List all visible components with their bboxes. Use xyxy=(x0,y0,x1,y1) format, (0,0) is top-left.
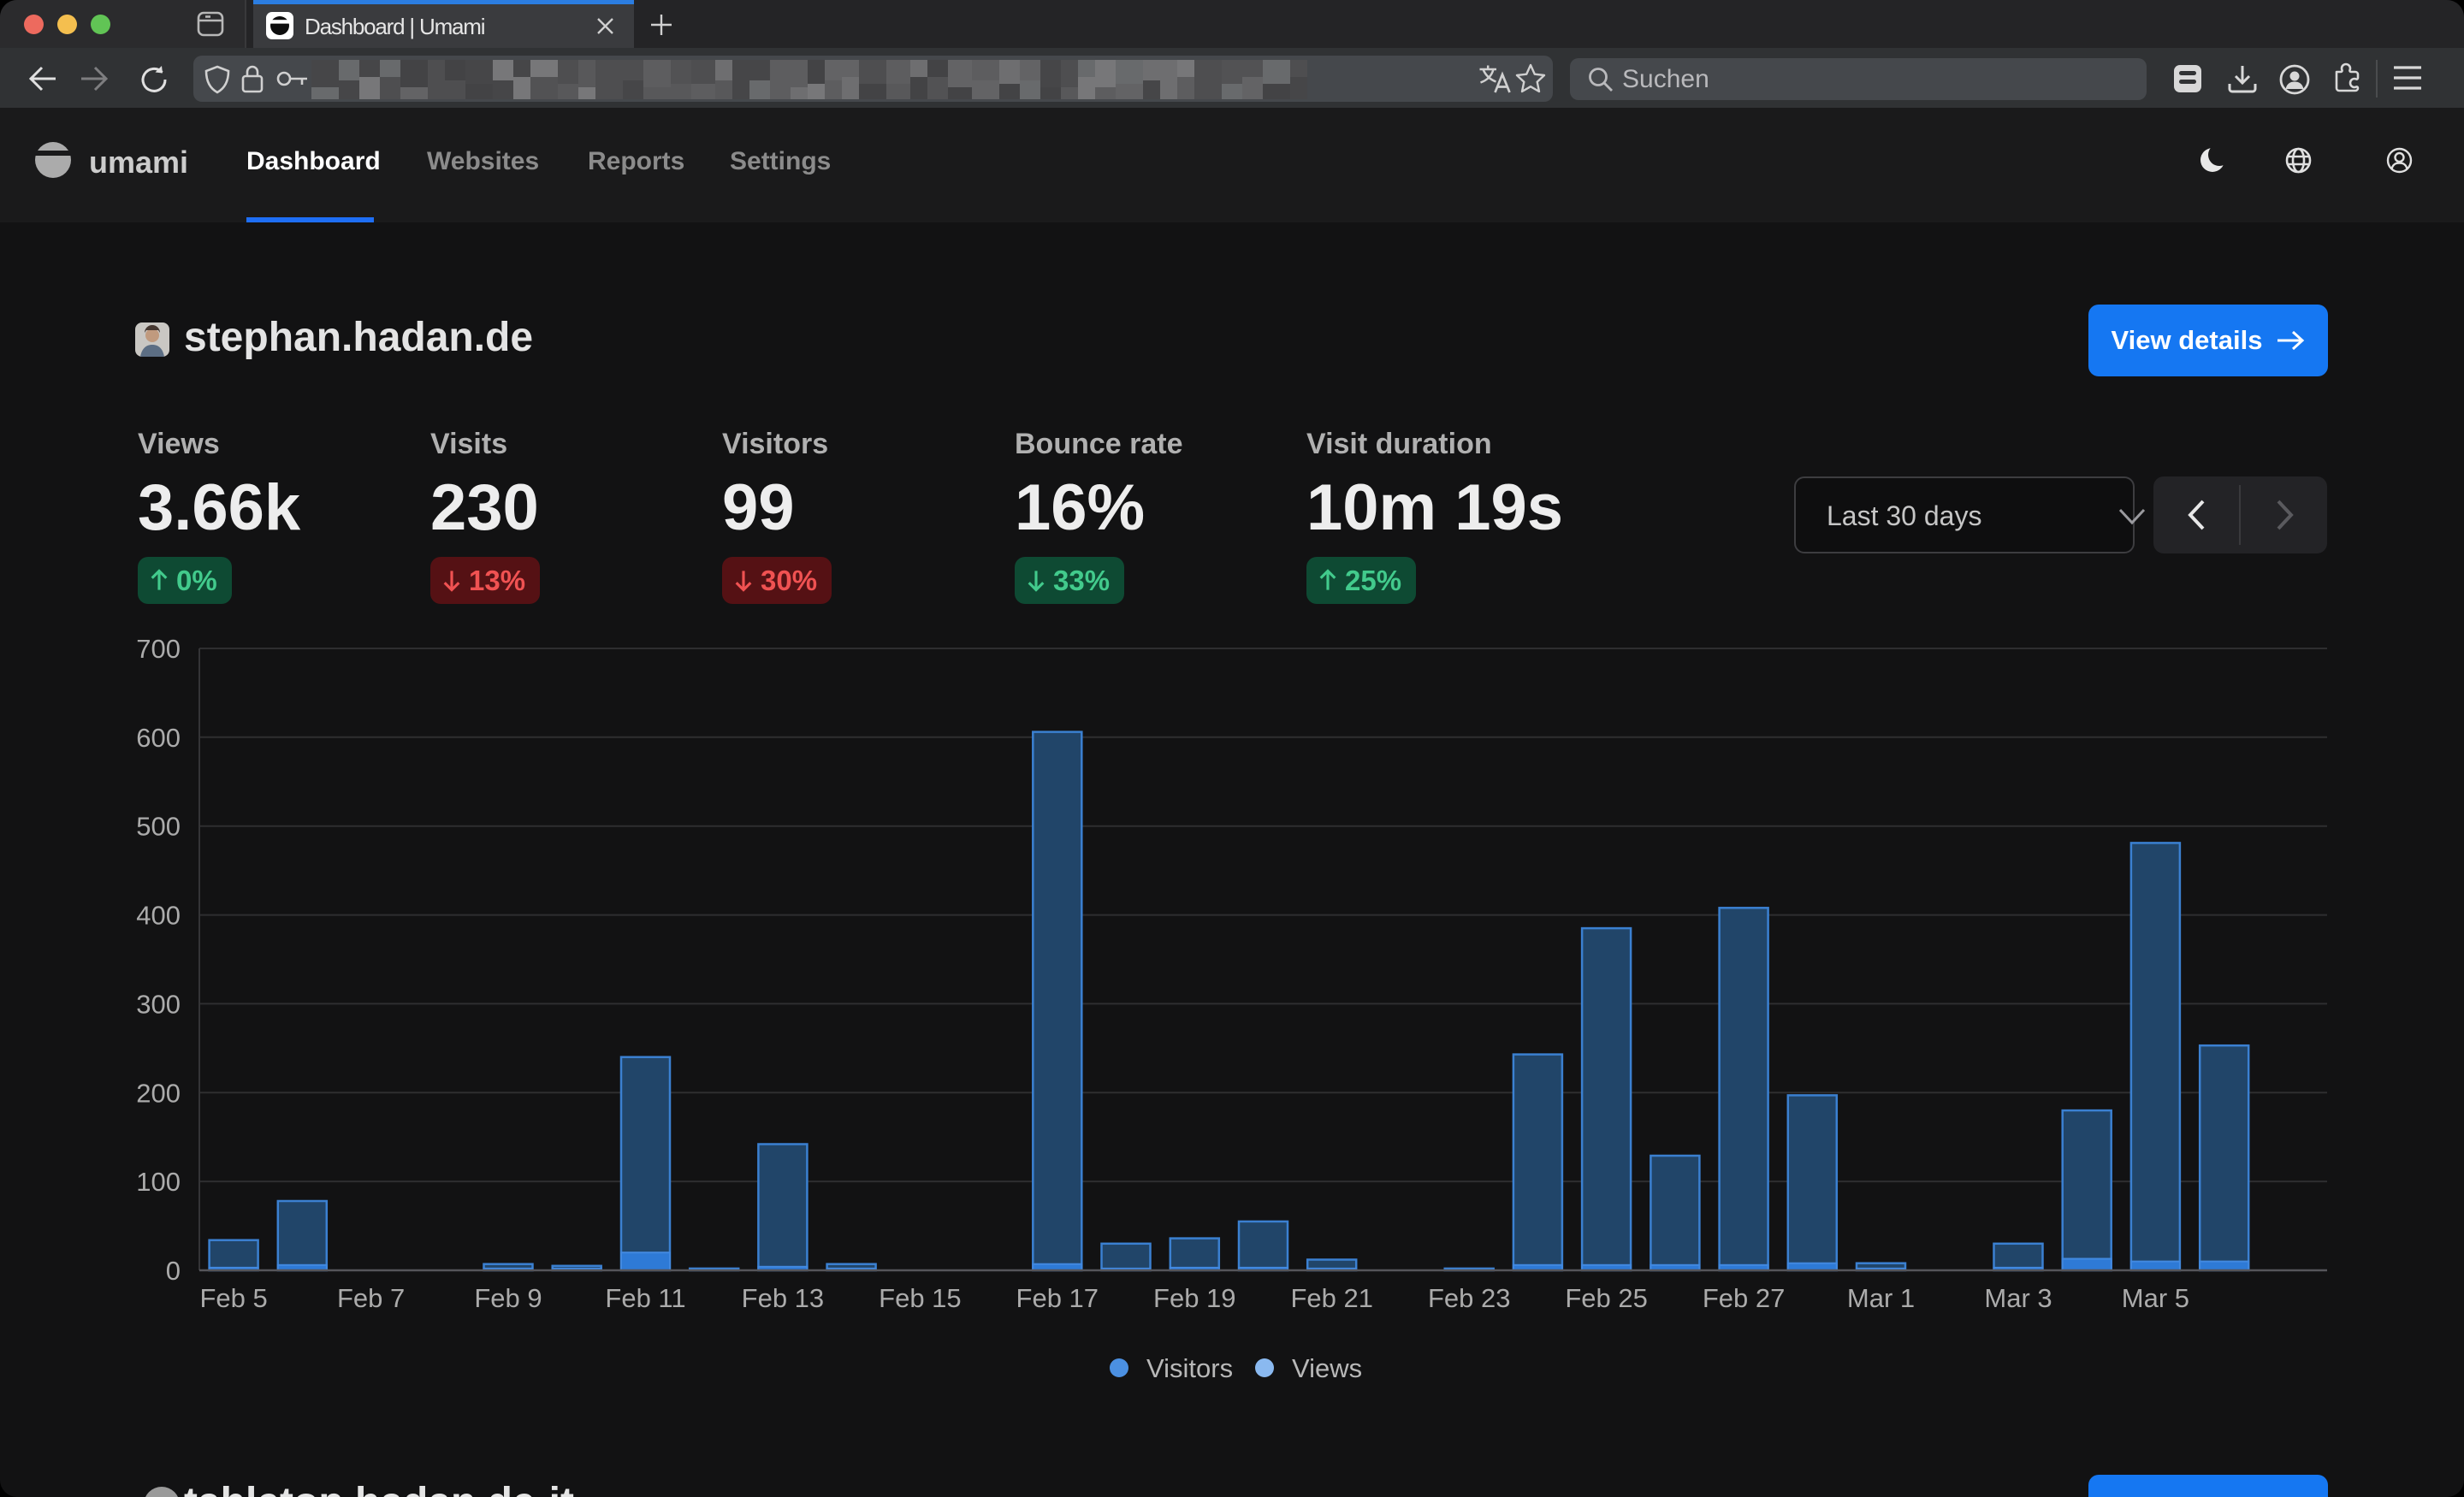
svg-text:Feb 13: Feb 13 xyxy=(742,1283,825,1313)
svg-text:Feb 9: Feb 9 xyxy=(474,1283,542,1313)
svg-text:Feb 27: Feb 27 xyxy=(1703,1283,1786,1313)
svg-text:Feb 11: Feb 11 xyxy=(605,1283,685,1313)
svg-text:500: 500 xyxy=(136,812,181,842)
svg-text:Mar 1: Mar 1 xyxy=(1847,1283,1915,1313)
svg-text:Feb 17: Feb 17 xyxy=(1016,1283,1099,1313)
svg-text:Feb 5: Feb 5 xyxy=(199,1283,267,1313)
svg-text:700: 700 xyxy=(136,634,181,664)
svg-text:Feb 23: Feb 23 xyxy=(1428,1283,1511,1313)
svg-text:Views: Views xyxy=(1292,1353,1362,1383)
svg-text:0: 0 xyxy=(166,1256,181,1286)
svg-text:Feb 7: Feb 7 xyxy=(337,1283,405,1313)
svg-text:100: 100 xyxy=(136,1167,181,1197)
svg-text:Mar 3: Mar 3 xyxy=(1984,1283,2052,1313)
svg-text:300: 300 xyxy=(136,989,181,1019)
svg-text:200: 200 xyxy=(136,1078,181,1108)
svg-text:Feb 19: Feb 19 xyxy=(1153,1283,1236,1313)
svg-text:Feb 25: Feb 25 xyxy=(1565,1283,1648,1313)
svg-text:Visitors: Visitors xyxy=(1146,1353,1233,1383)
svg-text:600: 600 xyxy=(136,723,181,753)
svg-text:Mar 5: Mar 5 xyxy=(2122,1283,2189,1313)
svg-text:400: 400 xyxy=(136,901,181,931)
svg-text:Feb 21: Feb 21 xyxy=(1290,1283,1373,1313)
svg-text:Feb 15: Feb 15 xyxy=(879,1283,962,1313)
